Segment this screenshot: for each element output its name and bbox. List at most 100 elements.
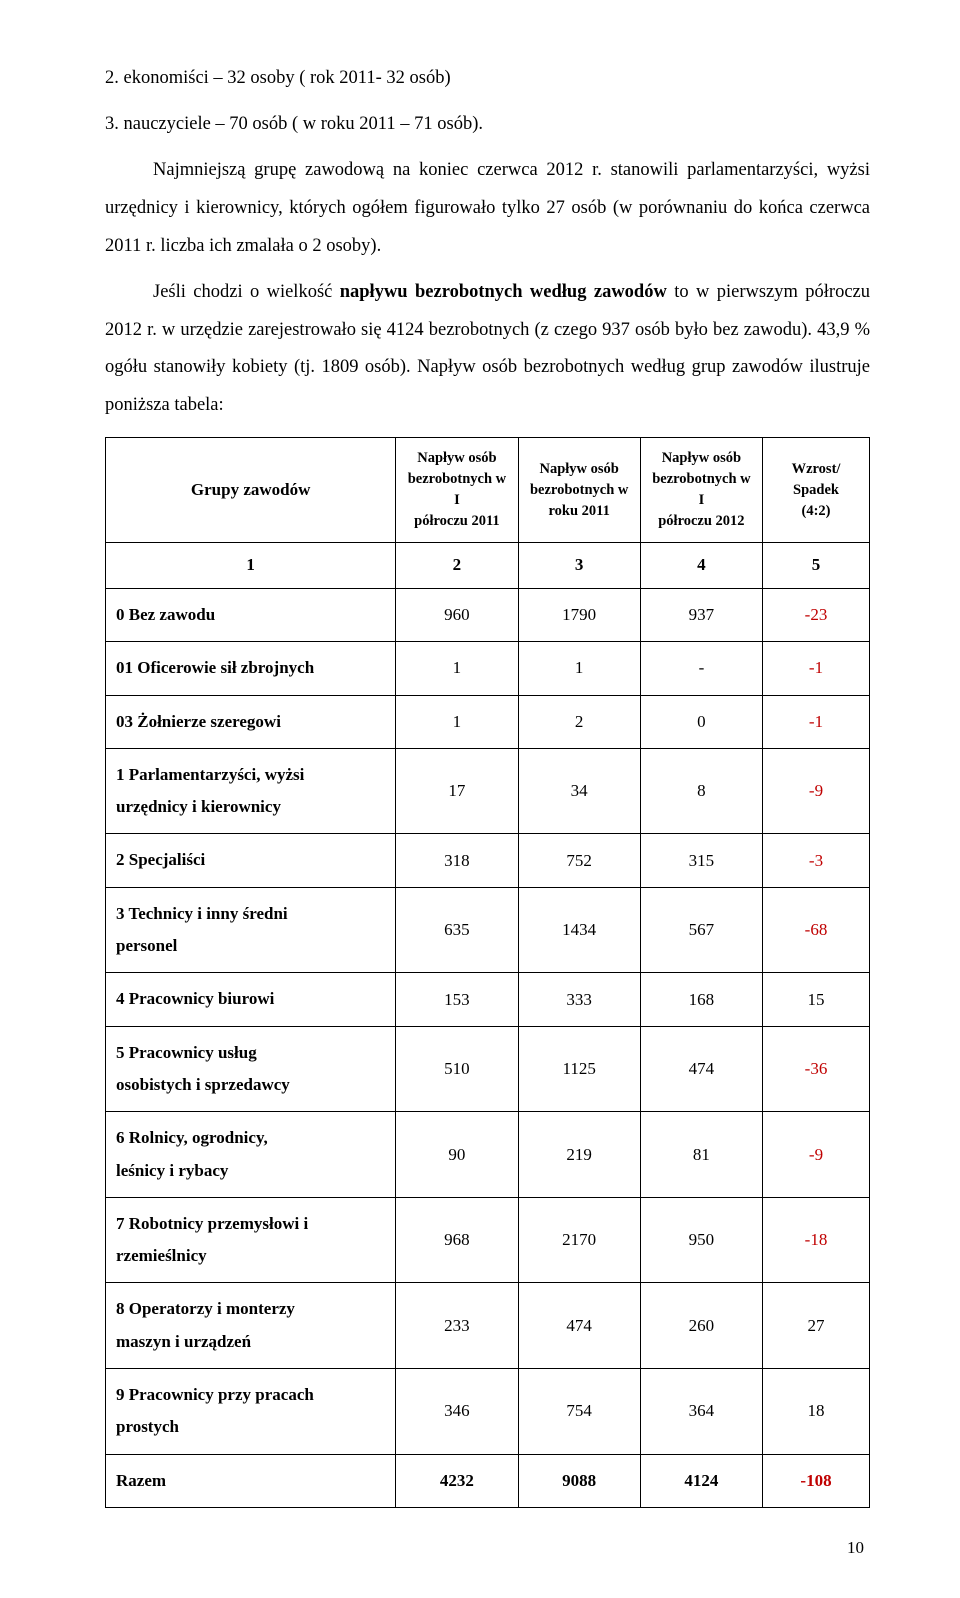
cell-change: -3 xyxy=(763,834,870,887)
table-header-row: Grupy zawodów Napływ osób bezrobotnych w… xyxy=(106,438,870,543)
cell-value: 635 xyxy=(396,887,518,973)
p4-part-a: Jeśli chodzi o wielkość xyxy=(153,282,340,302)
cell-value: 168 xyxy=(640,973,762,1026)
cell-value: 233 xyxy=(396,1283,518,1369)
table-row: 4 Pracownicy biurowi15333316815 xyxy=(106,973,870,1026)
cell-value: 333 xyxy=(518,973,640,1026)
row-label: 5 Pracownicy usług osobistych i sprzedaw… xyxy=(106,1026,396,1112)
table-row: 7 Robotnicy przemysłowi i rzemieślnicy96… xyxy=(106,1197,870,1283)
th4-l2: bezrobotnych w I xyxy=(652,471,750,508)
cell-change: -68 xyxy=(763,887,870,973)
th2-l1: Napływ osób xyxy=(417,450,496,466)
th-h1-2011: Napływ osób bezrobotnych w I półroczu 20… xyxy=(396,438,518,543)
num-4: 4 xyxy=(640,543,762,589)
table-row: 2 Specjaliści318752315-3 xyxy=(106,834,870,887)
cell-value: 567 xyxy=(640,887,762,973)
p4-bold: napływu bezrobotnych według zawodów xyxy=(340,282,667,302)
table-row: 5 Pracownicy usług osobistych i sprzedaw… xyxy=(106,1026,870,1112)
document-page: 2. ekonomiści – 32 osoby ( rok 2011- 32 … xyxy=(0,0,960,1598)
num-2: 2 xyxy=(396,543,518,589)
cell-value: 937 xyxy=(640,589,762,642)
row-label: 03 Żołnierze szeregowi xyxy=(106,695,396,748)
th-groups: Grupy zawodów xyxy=(106,438,396,543)
row-label: 2 Specjaliści xyxy=(106,834,396,887)
th4-l1: Napływ osób xyxy=(662,450,741,466)
cell-value: 364 xyxy=(640,1369,762,1455)
cell-value: 2 xyxy=(518,695,640,748)
cell-value: 318 xyxy=(396,834,518,887)
paragraph-3: Najmniejszą grupę zawodową na koniec cze… xyxy=(105,152,870,266)
cell-value: 9088 xyxy=(518,1454,640,1507)
cell-change: -108 xyxy=(763,1454,870,1507)
th-h1-2012: Napływ osób bezrobotnych w I półroczu 20… xyxy=(640,438,762,543)
row-label: Razem xyxy=(106,1454,396,1507)
cell-change: 27 xyxy=(763,1283,870,1369)
cell-value: 754 xyxy=(518,1369,640,1455)
paragraph-4: Jeśli chodzi o wielkość napływu bezrobot… xyxy=(105,274,870,426)
cell-value: 4124 xyxy=(640,1454,762,1507)
table-row: 03 Żołnierze szeregowi120-1 xyxy=(106,695,870,748)
th2-l2t: bezrobotnych w I xyxy=(408,471,506,508)
cell-value: 510 xyxy=(396,1026,518,1112)
th2-l2: bezrobotnych w I xyxy=(408,471,506,508)
cell-value: 474 xyxy=(518,1283,640,1369)
cell-value: 1 xyxy=(396,642,518,695)
cell-value: 2170 xyxy=(518,1197,640,1283)
cell-change: -1 xyxy=(763,642,870,695)
cell-value: 90 xyxy=(396,1112,518,1198)
row-label: 3 Technicy i inny średni personel xyxy=(106,887,396,973)
cell-change: -23 xyxy=(763,589,870,642)
cell-value: 0 xyxy=(640,695,762,748)
th4-l2t: bezrobotnych w I xyxy=(652,471,750,508)
row-label: 9 Pracownicy przy pracach prostych xyxy=(106,1369,396,1455)
num-5: 5 xyxy=(763,543,870,589)
th2-l3: półroczu 2011 xyxy=(414,513,500,529)
row-label: 4 Pracownicy biurowi xyxy=(106,973,396,1026)
table-row: 01 Oficerowie sił zbrojnych11--1 xyxy=(106,642,870,695)
th4-l3: półroczu 2012 xyxy=(658,513,744,529)
cell-value: 260 xyxy=(640,1283,762,1369)
th3-l3: roku 2011 xyxy=(548,503,609,519)
cell-value: 1 xyxy=(518,642,640,695)
cell-change: 18 xyxy=(763,1369,870,1455)
row-label: 0 Bez zawodu xyxy=(106,589,396,642)
th3-l1: Napływ osób xyxy=(539,461,618,477)
cell-value: 8 xyxy=(640,748,762,834)
cell-value: 968 xyxy=(396,1197,518,1283)
table-row: 8 Operatorzy i monterzy maszyn i urządze… xyxy=(106,1283,870,1369)
row-label: 8 Operatorzy i monterzy maszyn i urządze… xyxy=(106,1283,396,1369)
cell-value: 81 xyxy=(640,1112,762,1198)
cell-value: 346 xyxy=(396,1369,518,1455)
cell-change: -18 xyxy=(763,1197,870,1283)
cell-value: - xyxy=(640,642,762,695)
table-row: 1 Parlamentarzyści, wyżsi urzędnicy i ki… xyxy=(106,748,870,834)
cell-value: 315 xyxy=(640,834,762,887)
num-1: 1 xyxy=(106,543,396,589)
th-change: Wzrost/ Spadek (4:2) xyxy=(763,438,870,543)
cell-value: 219 xyxy=(518,1112,640,1198)
cell-value: 1 xyxy=(396,695,518,748)
list-item-2: 2. ekonomiści – 32 osoby ( rok 2011- 32 … xyxy=(105,60,870,98)
row-label: 01 Oficerowie sił zbrojnych xyxy=(106,642,396,695)
page-number: 10 xyxy=(105,1538,870,1558)
row-label: 7 Robotnicy przemysłowi i rzemieślnicy xyxy=(106,1197,396,1283)
table-number-row: 1 2 3 4 5 xyxy=(106,543,870,589)
table-row: 0 Bez zawodu9601790937-23 xyxy=(106,589,870,642)
num-3: 3 xyxy=(518,543,640,589)
cell-value: 950 xyxy=(640,1197,762,1283)
cell-value: 4232 xyxy=(396,1454,518,1507)
th5-l2: Spadek xyxy=(793,482,839,498)
occupations-table: Grupy zawodów Napływ osób bezrobotnych w… xyxy=(105,437,870,1508)
cell-change: -9 xyxy=(763,1112,870,1198)
cell-change: -36 xyxy=(763,1026,870,1112)
row-label: 1 Parlamentarzyści, wyżsi urzędnicy i ki… xyxy=(106,748,396,834)
cell-value: 34 xyxy=(518,748,640,834)
table-row: 3 Technicy i inny średni personel6351434… xyxy=(106,887,870,973)
cell-change: -9 xyxy=(763,748,870,834)
cell-value: 1125 xyxy=(518,1026,640,1112)
row-label: 6 Rolnicy, ogrodnicy, leśnicy i rybacy xyxy=(106,1112,396,1198)
cell-change: 15 xyxy=(763,973,870,1026)
table-row: 6 Rolnicy, ogrodnicy, leśnicy i rybacy90… xyxy=(106,1112,870,1198)
cell-value: 474 xyxy=(640,1026,762,1112)
table-row: 9 Pracownicy przy pracach prostych346754… xyxy=(106,1369,870,1455)
